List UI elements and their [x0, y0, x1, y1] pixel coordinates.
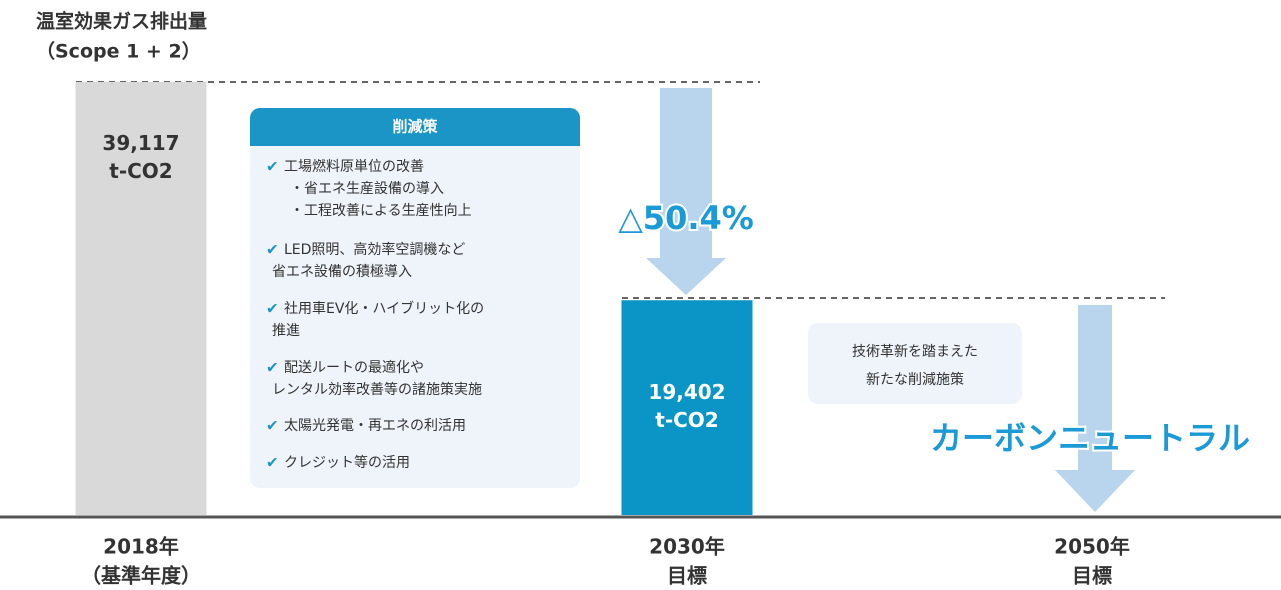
measures-header [250, 108, 580, 146]
x-tick-note: 目標 [667, 564, 707, 588]
chart-subtitle: （Scope 1 + 2） [36, 40, 201, 63]
x-tick-label: 2050年 [1054, 535, 1130, 559]
measure-text: 太陽光発電・再エネの利活用 [284, 418, 466, 434]
value-unit: t-CO2 [655, 408, 718, 432]
measure-text: 工場燃料原単位の改善 [284, 158, 424, 175]
goal-arrow [1055, 305, 1135, 512]
measure-text: クレジット等の活用 [284, 454, 410, 471]
x-tick-label: 2030年 [649, 535, 725, 559]
x-tick-label: 2018年 [103, 535, 179, 559]
check-icon: ✔ [266, 359, 279, 377]
check-icon: ✔ [266, 158, 279, 176]
check-icon: ✔ [266, 417, 279, 435]
measure-text: 配送ルートの最適化や [284, 359, 424, 376]
measure-text: 省エネ設備の積極導入 [272, 264, 412, 280]
bar [621, 300, 753, 515]
note-text: 技術革新を踏まえた [852, 344, 978, 360]
measure-text: レンタル効率改善等の諸施策実施 [272, 381, 482, 398]
reduction-label: △50.4% [618, 199, 754, 237]
check-icon: ✔ [266, 241, 279, 259]
check-icon: ✔ [266, 300, 279, 318]
value-unit: t-CO2 [109, 159, 172, 183]
value-label: 19,402 [648, 380, 725, 404]
measures-title: 削減策 [392, 118, 438, 136]
reduction-arrow [646, 88, 726, 295]
measure-text: 推進 [272, 323, 300, 339]
measure-text: LED照明、高効率空調機など [284, 241, 465, 258]
x-tick-note: （基準年度） [81, 564, 201, 588]
measures-box [250, 108, 580, 488]
x-tick-note: 目標 [1072, 564, 1112, 588]
bar [75, 82, 207, 515]
note-box [808, 323, 1022, 404]
check-icon: ✔ [266, 454, 279, 472]
value-label: 39,117 [102, 131, 179, 155]
measure-text: ・省エネ生産設備の導入 [290, 181, 444, 197]
measure-text: 社用車EV化・ハイブリット化の [284, 300, 484, 317]
note-text: 新たな削減施策 [866, 371, 964, 388]
chart-title: 温室効果ガス排出量 [36, 10, 207, 33]
goal-label: カーボンニュートラル [930, 419, 1250, 457]
measure-text: ・工程改善による生産性向上 [290, 203, 472, 219]
